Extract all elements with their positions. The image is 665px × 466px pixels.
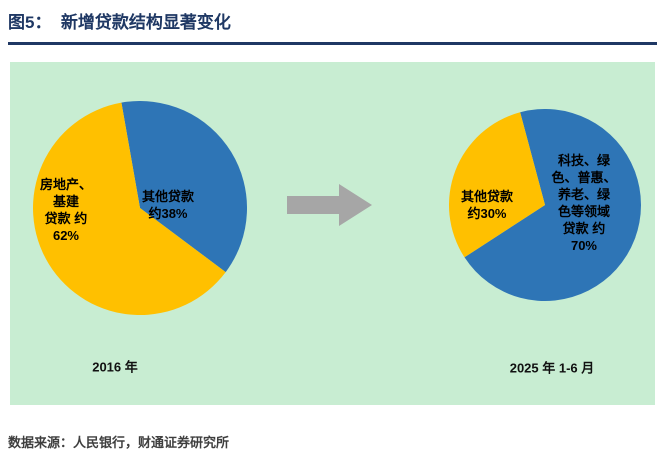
figure-header: 图5： 新增贷款结构显著变化 <box>8 8 657 45</box>
arrow-right-icon <box>287 184 372 226</box>
label-other-loans-2025: 其他贷款 约30% <box>460 189 514 221</box>
pie-chart-2016 <box>33 101 247 315</box>
label-other-loans-2016: 其他贷款 约38% <box>141 189 195 221</box>
caption-2025: 2025 年 1-6 月 <box>509 360 595 376</box>
pie-chart-2025 <box>449 109 641 301</box>
chart-panel: 房地产、 基建 贷款 约 62% 其他贷款 约38% 2016 年 其他贷款 约… <box>10 62 655 405</box>
figure-title: 图5： 新增贷款结构显著变化 <box>8 13 231 32</box>
label-realestate-infra-loans: 房地产、 基建 贷款 约 62% <box>39 177 93 243</box>
source-note: 数据来源：人民银行，财通证券研究所 <box>8 435 230 450</box>
label-tech-green-loans: 科技、绿 色、普惠、 养老、绿 色等领域 贷款 约 70% <box>551 153 617 253</box>
caption-2016: 2016 年 <box>92 359 138 375</box>
